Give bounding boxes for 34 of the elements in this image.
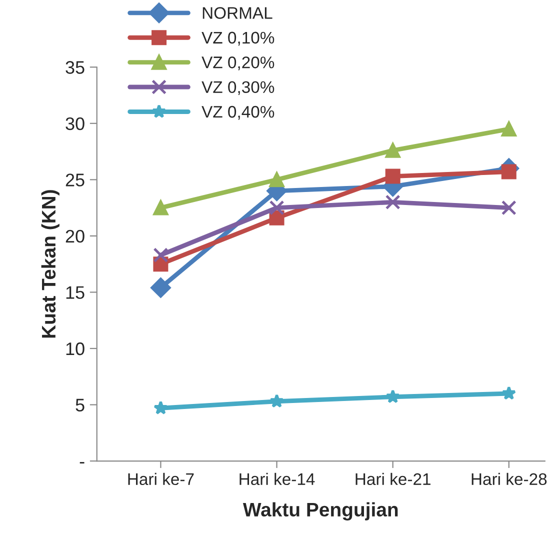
x-tick-label: Hari ke-28 [472,472,547,486]
y-tick-label: 35 [66,61,84,74]
y-tick-label: 20 [66,230,84,243]
point [386,389,400,404]
point [269,200,284,216]
point [385,194,400,210]
point [501,122,516,137]
x-tick-label: Hari ke-14 [240,472,315,486]
y-tick-label: 5 [76,398,84,412]
point [501,200,516,216]
legend-label: VZ 0,30% [202,81,274,95]
y-tick-label: 10 [66,342,84,356]
legend-label: VZ 0,40% [202,106,274,120]
x-tick-label: Hari ke-21 [356,472,430,486]
x-axis-title: Waktu Pengujian [242,502,398,520]
point [502,386,516,400]
y-tick-label: 25 [66,174,84,186]
y-axis-title: Kuat Tekan (KN) [41,190,60,338]
point [501,164,516,180]
y-tick-label: 30 [66,117,84,130]
point [154,400,168,414]
point [153,248,168,263]
y-tick-label: 15 [66,286,84,299]
point [270,394,284,408]
point [150,278,171,298]
y-tick-label: - [80,462,84,464]
point [385,142,400,158]
x-tick-label: Hari ke-7 [128,472,194,486]
point [269,172,284,188]
legend-label: VZ 0,10% [202,32,274,46]
legend-label: VZ 0,20% [202,56,274,70]
point [385,168,400,184]
point [153,200,168,216]
legend-label: NORMAL [202,7,272,19]
